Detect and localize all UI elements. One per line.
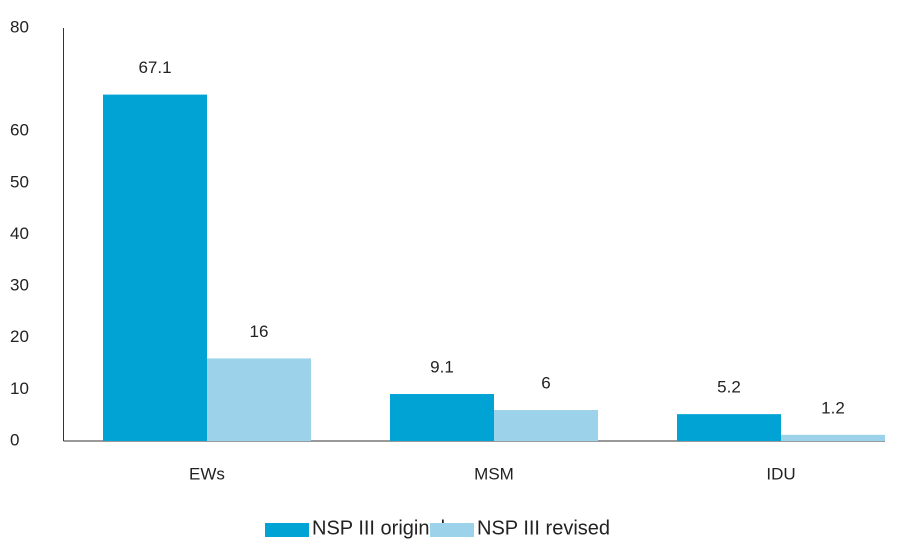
y-tick-label: 10 — [10, 379, 29, 398]
bar — [103, 94, 207, 441]
y-tick-label: 40 — [10, 224, 29, 243]
x-tick-label: MSM — [474, 464, 514, 483]
value-label: 9.1 — [430, 358, 454, 377]
value-label: 16 — [250, 322, 269, 341]
bar — [494, 410, 598, 441]
legend-swatch — [430, 523, 474, 537]
bar — [781, 434, 885, 441]
x-tick-label: EWs — [189, 464, 225, 483]
bar — [677, 414, 781, 441]
value-label: 5.2 — [717, 378, 741, 397]
legend-swatch — [265, 523, 309, 537]
bar — [390, 394, 494, 441]
y-tick-label: 20 — [10, 327, 29, 346]
y-tick-label: 60 — [10, 121, 29, 140]
value-label: 1.2 — [821, 398, 845, 417]
y-tick-label: 80 — [10, 17, 29, 36]
value-label: 67.1 — [138, 58, 171, 77]
y-tick-label: 30 — [10, 276, 29, 295]
value-label: 6 — [541, 374, 550, 393]
legend-label: NSP III revised — [477, 517, 610, 539]
legend-label: NSP III original — [312, 517, 445, 539]
bar — [207, 358, 311, 441]
y-tick-label: 0 — [10, 430, 19, 449]
x-tick-label: IDU — [766, 464, 795, 483]
y-tick-label: 50 — [10, 172, 29, 191]
